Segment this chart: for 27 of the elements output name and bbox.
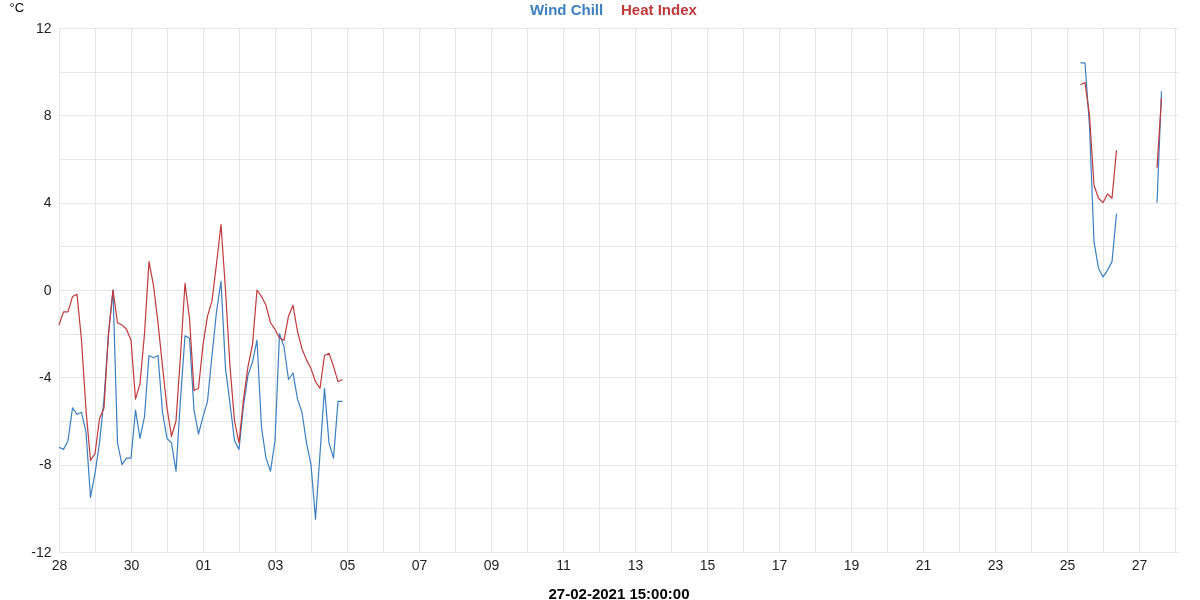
x-tick-label: 17 [771,556,788,573]
x-tick-label: 09 [483,556,500,573]
x-tick-label: 15 [699,556,716,573]
x-axis-title: 27-02-2021 15:00:00 [548,584,690,600]
y-tick-label: -12 [31,543,52,560]
x-tick-label: 13 [627,556,644,573]
y-tick-label: -8 [39,456,52,473]
y-tick-label: 12 [35,19,52,36]
text: Heat Index [621,1,698,18]
y-tick-label: 0 [43,281,52,298]
x-tick-label: 25 [1059,556,1076,573]
x-tick-label: 07 [411,556,428,573]
x-tick-label: 19 [843,556,860,573]
x-tick-label: 28 [51,556,68,573]
y-axis-title: °C [9,0,25,15]
y-tick-label: 4 [43,194,52,211]
x-tick-label: 27 [1131,556,1148,573]
y-tick-label: -4 [39,368,52,385]
x-tick-label: 21 [915,556,932,573]
x-tick-label: 23 [987,556,1004,573]
x-tick-label: 03 [267,556,284,573]
x-tick-label: 01 [195,556,212,573]
text: Wind Chill [530,1,604,18]
x-tick-label: 05 [339,556,356,573]
y-tick-label: 8 [43,106,52,123]
x-tick-label: 11 [556,556,571,573]
x-tick-label: 30 [123,556,140,573]
